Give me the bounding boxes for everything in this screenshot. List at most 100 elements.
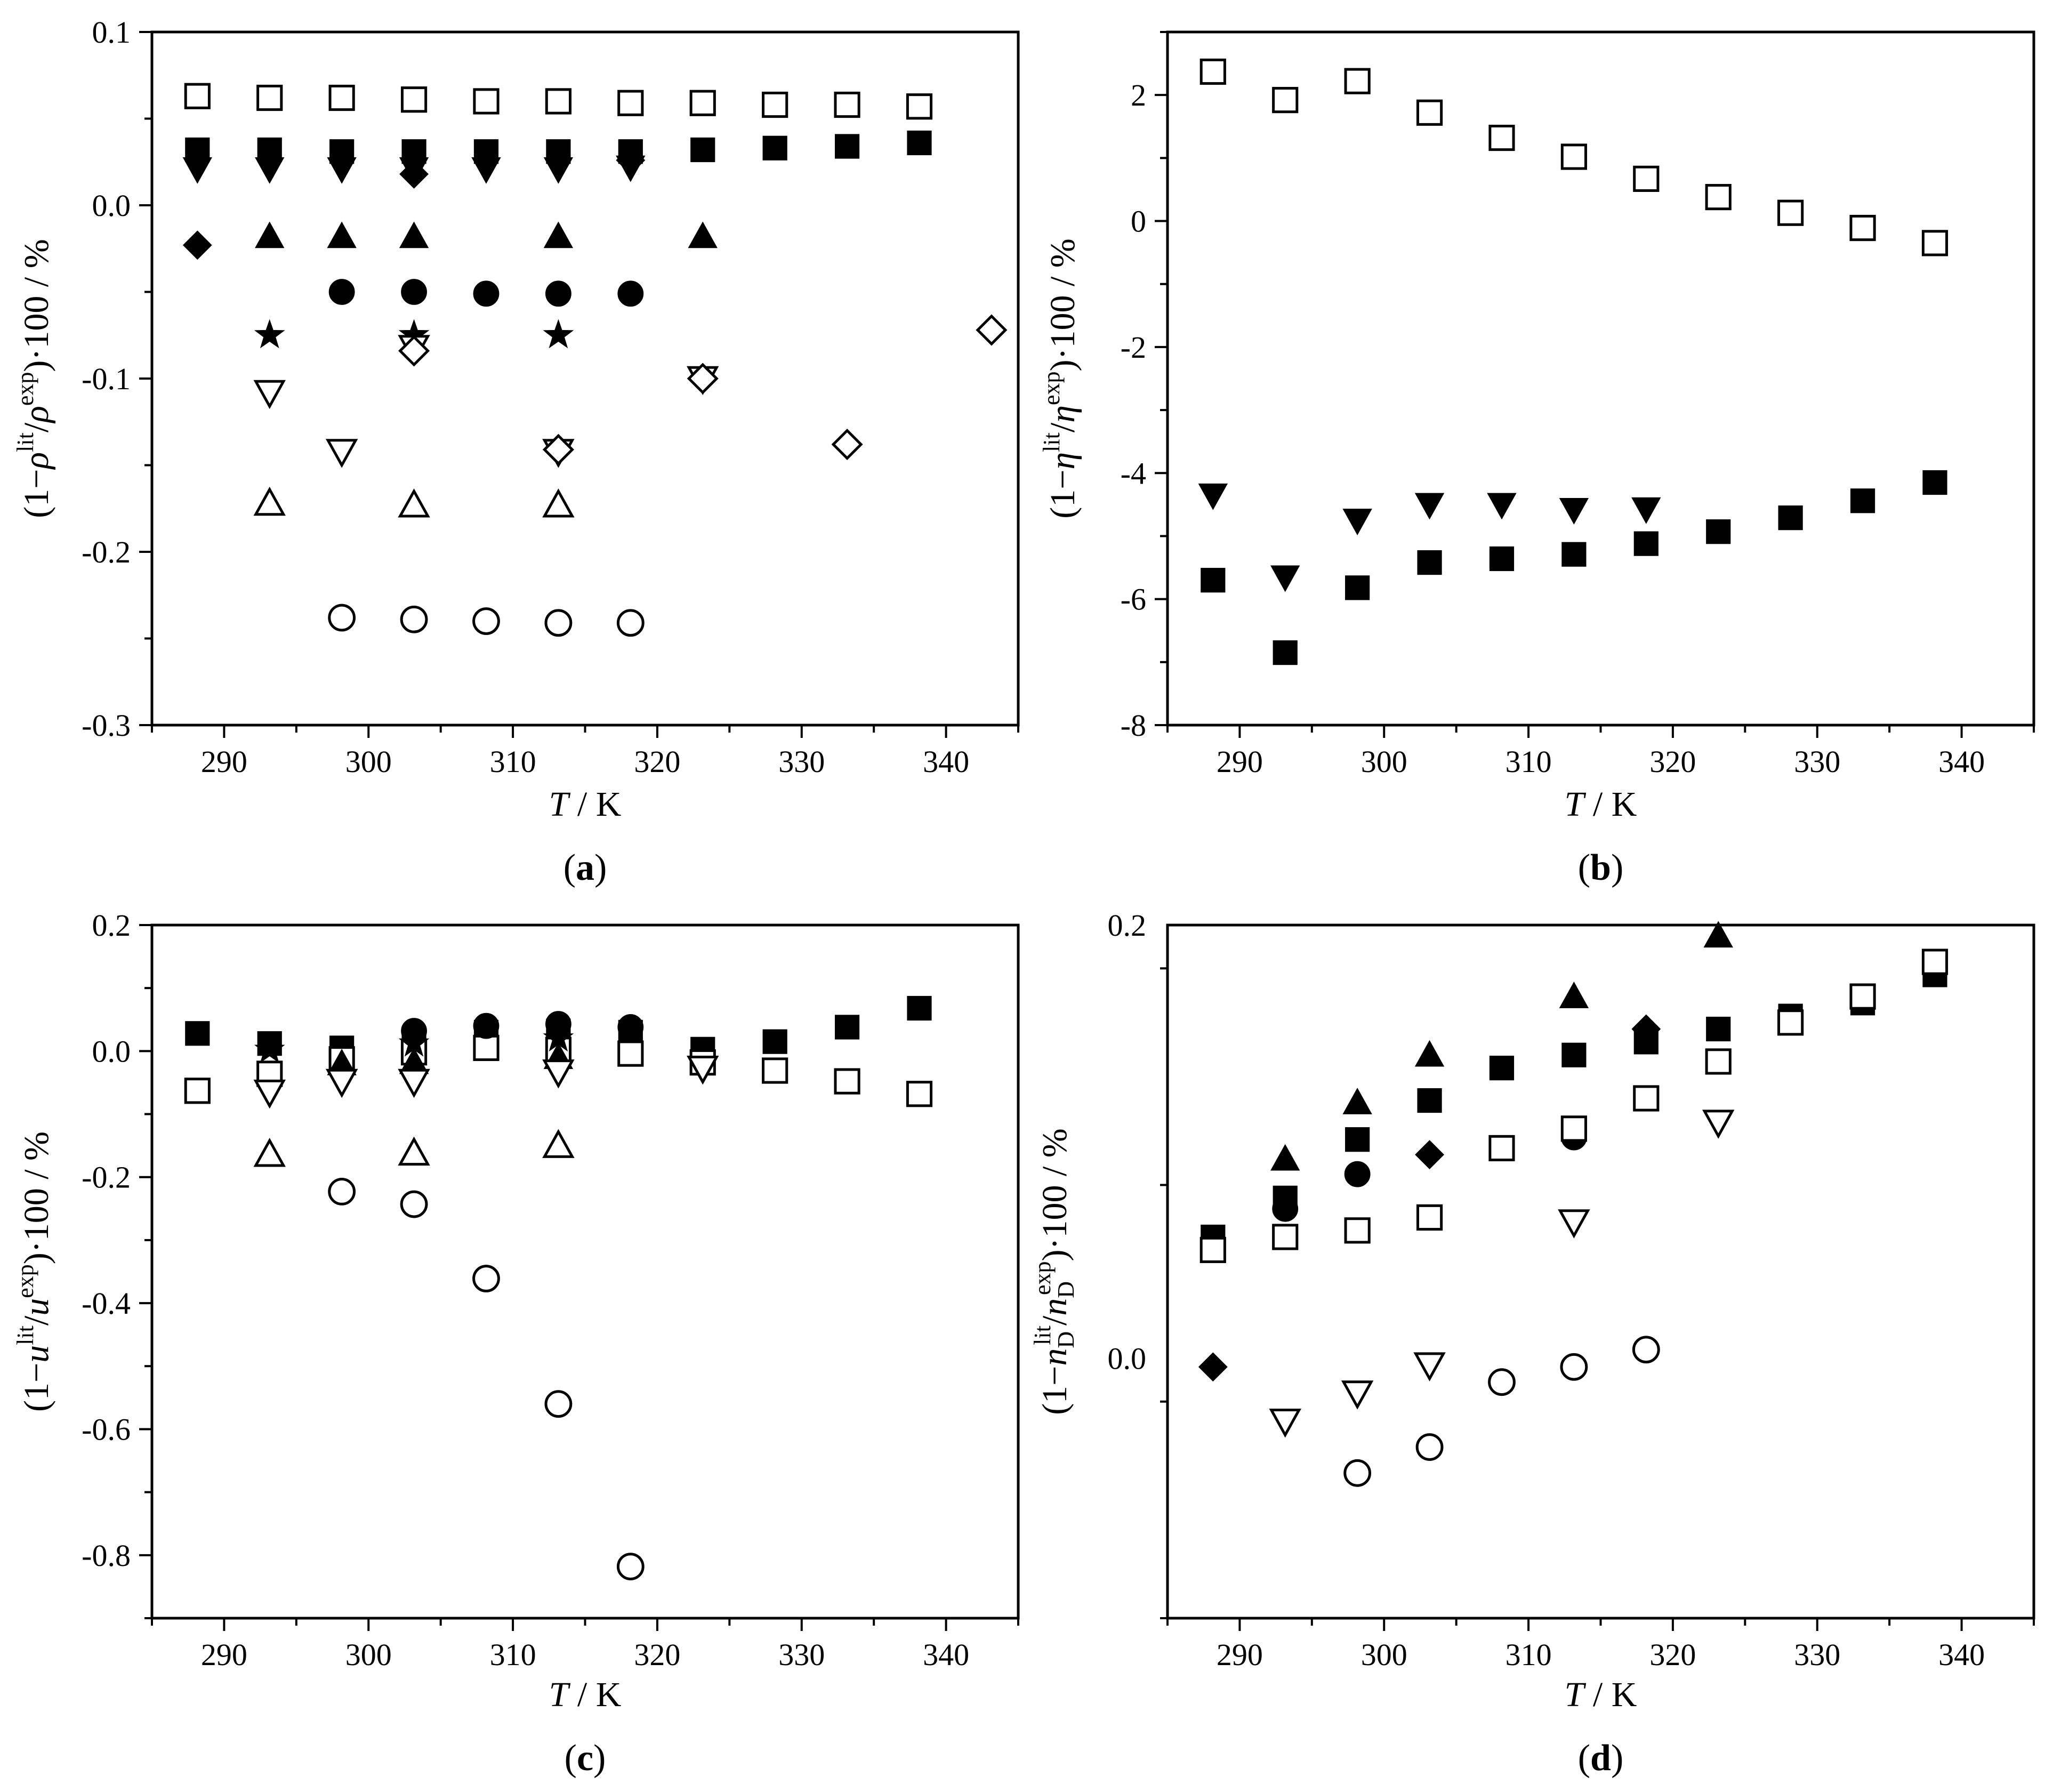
data-point-tri-up-filled xyxy=(688,221,718,248)
data-point-square-open xyxy=(1921,949,1949,975)
data-point-square-open xyxy=(834,91,860,118)
y-tick-label: 0.0 xyxy=(1108,1341,1147,1376)
x-tick-label: 310 xyxy=(490,1637,536,1672)
y-axis-title-part: )·100 / % xyxy=(17,239,56,372)
data-point-square-open xyxy=(1849,983,1876,1010)
y-axis-title-part: (1− xyxy=(17,1363,56,1412)
data-point-tri-down-filled xyxy=(1631,497,1661,524)
x-tick-label: 300 xyxy=(1361,1637,1407,1672)
series-square-open xyxy=(1199,58,1949,256)
data-point-circle-filled xyxy=(545,280,571,307)
data-point-circle-open xyxy=(328,604,356,632)
series-square-open xyxy=(1199,949,1949,1263)
data-point-square-open xyxy=(906,93,933,120)
data-point-circle-open xyxy=(1560,1353,1588,1381)
data-point-circle-open xyxy=(544,609,573,637)
x-tick-label: 330 xyxy=(1794,744,1840,779)
y-axis-title-part: / xyxy=(1035,1315,1074,1325)
series-tri-down-open xyxy=(253,1055,719,1109)
x-axis-symbol: T xyxy=(549,1675,571,1714)
data-point-tri-down-open xyxy=(253,380,286,409)
data-point-tri-down-open xyxy=(325,439,358,468)
panel-label-letter: c xyxy=(577,1738,593,1779)
x-axis-unit: / K xyxy=(568,785,621,824)
data-point-square-open xyxy=(617,1040,644,1067)
x-tick-label: 340 xyxy=(1938,1637,1985,1672)
data-point-square-filled xyxy=(762,1029,787,1054)
data-point-circle-open xyxy=(400,1190,428,1218)
y-tick-label: -6 xyxy=(1121,582,1146,617)
plot-frame xyxy=(1166,923,2035,1620)
x-tick-label: 340 xyxy=(923,744,969,779)
y-axis-title-part: / xyxy=(1043,422,1082,432)
data-point-square-open xyxy=(184,1078,211,1104)
x-axis-symbol: T xyxy=(549,785,571,824)
series-circle-open xyxy=(328,1178,645,1580)
x-axis-title: T / K xyxy=(1565,785,1637,824)
data-point-circle-filled xyxy=(1272,1195,1299,1222)
data-point-tri-up-filled xyxy=(1703,921,1733,948)
data-point-diamond-filled xyxy=(182,230,212,260)
x-axis-symbol: T xyxy=(1565,785,1587,824)
data-point-tri-up-open xyxy=(253,486,286,516)
y-tick-label: 0.0 xyxy=(92,188,131,223)
data-point-square-open xyxy=(1199,58,1226,85)
data-point-square-filled xyxy=(1273,640,1298,665)
y-axis-title-part: lit xyxy=(12,1325,38,1345)
y-tick-label: -0.1 xyxy=(82,361,131,396)
data-point-tri-down-filled xyxy=(471,157,501,184)
panel-label: (c) xyxy=(565,1738,606,1779)
data-point-circle-open xyxy=(1488,1368,1516,1396)
y-axis-title: (1−nDlit/nDexp)·100 / % xyxy=(1029,1128,1079,1415)
x-tick-label: 340 xyxy=(923,1637,969,1672)
series-tri-down-open xyxy=(1269,1110,1735,1438)
y-tick-label: -0.4 xyxy=(82,1286,131,1321)
series-square-open xyxy=(184,83,933,120)
y-axis-title-part: (1− xyxy=(1035,1366,1074,1415)
y-axis-title-part: exp xyxy=(12,1264,38,1298)
data-point-square-filled xyxy=(1345,575,1370,600)
data-point-tri-down-open xyxy=(1269,1409,1301,1438)
data-point-tri-down-filled xyxy=(327,157,357,184)
data-point-square-open xyxy=(906,1081,933,1107)
data-point-tri-down-filled xyxy=(1414,493,1445,520)
data-point-square-open xyxy=(1633,165,1660,192)
series-tri-up-open xyxy=(253,486,575,518)
series-circle-filled xyxy=(401,1011,644,1044)
data-point-tri-up-open xyxy=(253,1138,286,1167)
data-point-diamond-filled xyxy=(1415,1140,1444,1170)
data-point-square-open xyxy=(473,1034,500,1062)
data-point-square-filled xyxy=(1561,542,1587,567)
series-diamond-filled xyxy=(182,146,646,260)
series-circle-filled xyxy=(328,279,644,307)
series-tri-down-filled xyxy=(1198,483,1661,592)
y-tick-label: -0.3 xyxy=(82,708,131,743)
data-point-square-open xyxy=(1488,1135,1515,1162)
data-point-square-open xyxy=(1705,1048,1732,1075)
data-point-square-open xyxy=(256,84,283,111)
data-point-tri-down-open xyxy=(325,1068,358,1098)
x-tick-label: 290 xyxy=(1217,744,1263,779)
data-point-diamond-open xyxy=(687,363,719,395)
data-point-circle-open xyxy=(544,1390,573,1418)
data-point-tri-up-filled xyxy=(255,221,285,248)
data-point-square-open xyxy=(1633,1085,1660,1112)
data-point-square-open xyxy=(1416,1204,1443,1231)
data-point-tri-up-filled xyxy=(1342,1088,1372,1114)
x-axis-symbol: T xyxy=(1565,1675,1587,1714)
y-axis-title-part: n xyxy=(1035,1348,1074,1366)
data-point-square-filled xyxy=(1345,1127,1370,1152)
y-tick-label: -0.8 xyxy=(82,1538,131,1573)
data-point-square-open xyxy=(1272,1224,1299,1250)
data-point-diamond-open xyxy=(976,314,1008,346)
x-tick-label: 310 xyxy=(490,744,536,779)
panel-label-open: ( xyxy=(1578,847,1590,888)
data-point-square-filled xyxy=(1633,1030,1658,1055)
data-point-square-filled xyxy=(1706,519,1731,544)
x-axis-unit: / K xyxy=(1584,785,1637,824)
data-point-square-open xyxy=(762,91,788,118)
panel-label-close: ) xyxy=(594,847,607,888)
y-axis-title-part: (1− xyxy=(1043,470,1082,519)
